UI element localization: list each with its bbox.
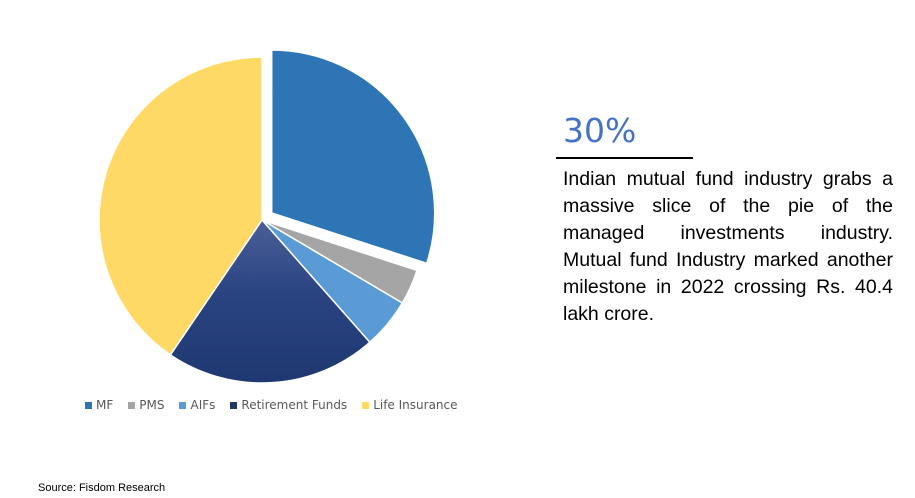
callout-value: 30% <box>563 111 637 150</box>
legend-label: PMS <box>139 398 165 412</box>
legend-label: Life Insurance <box>373 398 458 412</box>
pie-slice-mf <box>270 49 436 265</box>
legend-item-aifs: AIFs <box>179 398 215 412</box>
callout-text: Indian mutual fund industry grabs a mass… <box>563 168 893 325</box>
legend-item-retirement-funds: Retirement Funds <box>230 398 347 412</box>
legend-swatch <box>230 401 238 409</box>
legend-item-pms: PMS <box>128 398 164 412</box>
legend-label: AIFs <box>190 398 216 412</box>
legend-item-mf: MF <box>85 398 113 412</box>
callout-divider <box>556 157 693 159</box>
chart-legend: MF PMS AIFs Retirement Funds Life Insurance <box>85 398 458 412</box>
source-note: Source: Fisdom Research <box>38 482 166 494</box>
legend-swatch <box>128 401 136 409</box>
pie-slice-life-insurance <box>98 56 263 356</box>
legend-swatch <box>362 401 370 409</box>
pie-slice-retirement-funds <box>169 218 371 384</box>
legend-label: Retirement Funds <box>241 398 348 412</box>
legend-label: MF <box>96 398 114 412</box>
legend-swatch <box>85 401 92 409</box>
legend-item-life-insurance: Life Insurance <box>362 398 458 412</box>
legend-swatch <box>179 401 187 409</box>
